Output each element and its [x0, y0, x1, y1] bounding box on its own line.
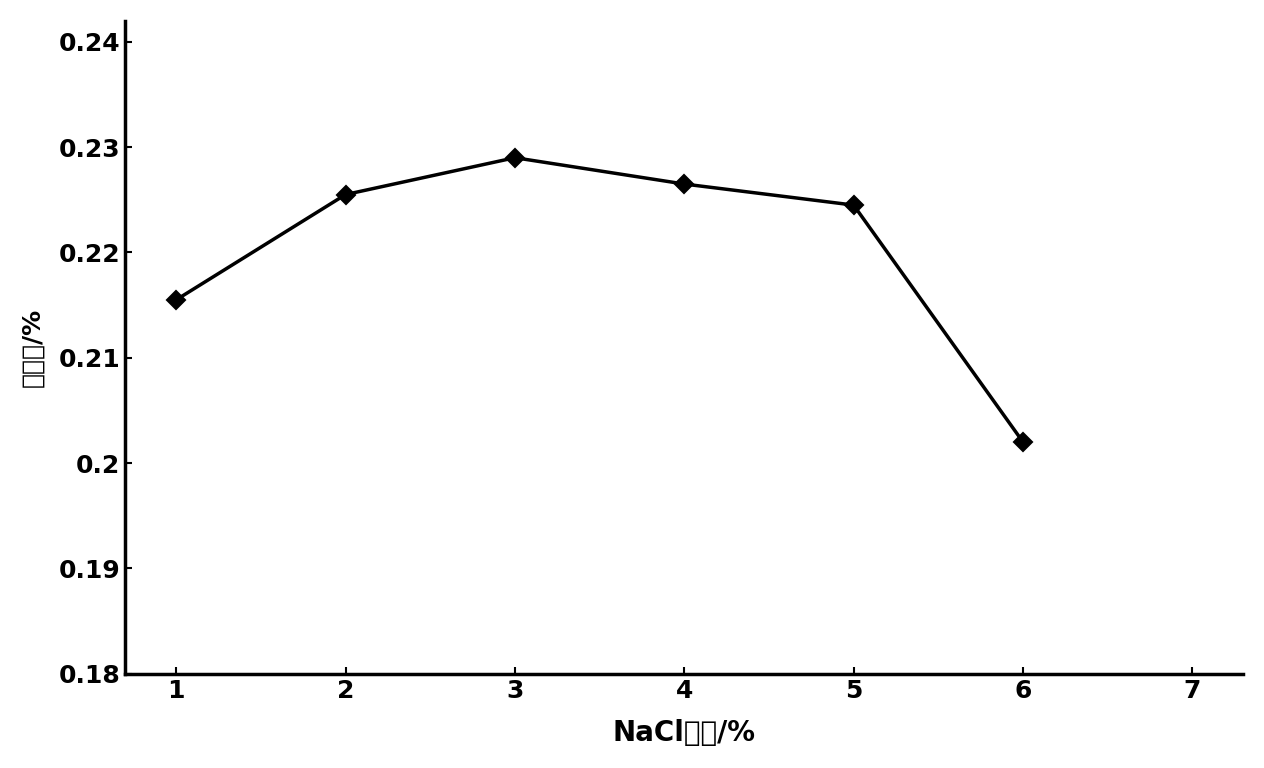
X-axis label: NaCl浓度/%: NaCl浓度/%	[613, 719, 756, 747]
Y-axis label: 提取率/%: 提取率/%	[20, 308, 44, 387]
